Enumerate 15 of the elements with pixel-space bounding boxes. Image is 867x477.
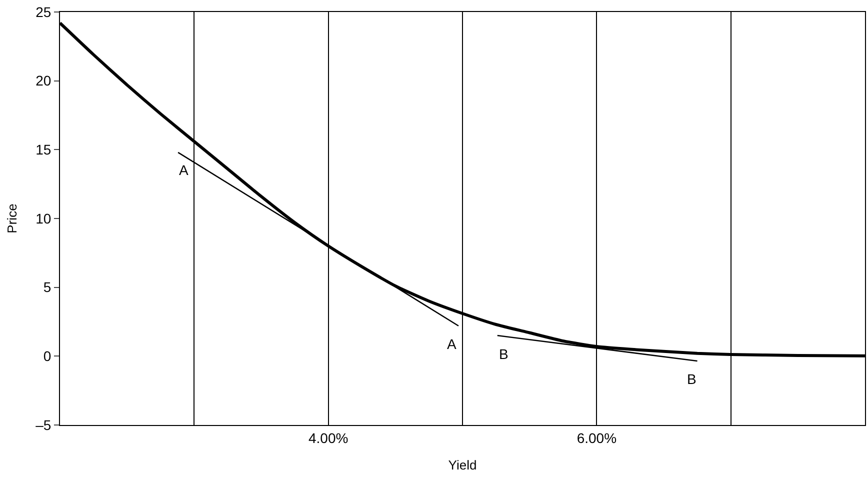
- y-tick-label: 0: [43, 348, 52, 364]
- text: B: [687, 371, 696, 387]
- y-tick-label: –5: [36, 416, 52, 433]
- x-tick-label: 6.00%: [576, 430, 617, 446]
- y-tick-label: 25: [36, 4, 52, 20]
- y-tick-label: 15: [36, 142, 52, 158]
- y-tick-label: 10: [36, 210, 52, 226]
- series-label: B: [499, 346, 508, 362]
- series-label: A: [179, 162, 189, 178]
- y-tick-label: 20: [36, 72, 52, 89]
- y-axis-title: Price: [4, 204, 20, 234]
- y-tick-label: 5: [43, 279, 52, 296]
- x-tick-label: 4.00%: [308, 430, 348, 446]
- text: A: [447, 336, 456, 352]
- x-axis-title: Yield: [448, 457, 477, 472]
